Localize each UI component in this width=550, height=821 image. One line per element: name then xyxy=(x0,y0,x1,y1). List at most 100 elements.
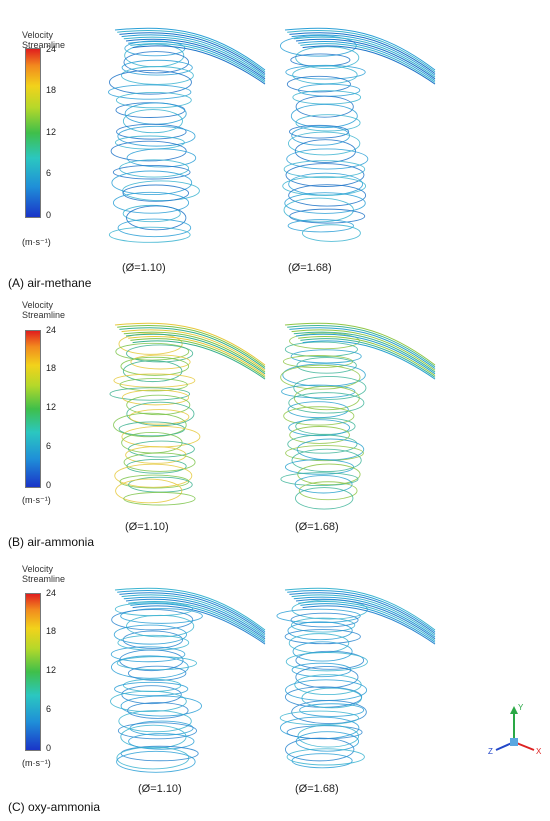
outlet-streamline xyxy=(300,338,436,378)
streamline-plot-right xyxy=(280,322,436,510)
streamline-loop xyxy=(126,394,191,416)
streamline-loop xyxy=(297,463,361,486)
outlet-streamline xyxy=(293,36,436,78)
streamline-loop xyxy=(287,219,354,233)
outlet-streamline xyxy=(125,38,266,80)
outlet-streamline xyxy=(298,335,436,376)
streamline-loop xyxy=(127,665,187,681)
streamline-loop xyxy=(120,695,202,717)
outlet-streamline xyxy=(123,331,266,373)
streamline-loop xyxy=(285,737,355,762)
z-axis-label: Z xyxy=(488,747,493,756)
streamline-loop xyxy=(291,700,367,725)
streamline-loop xyxy=(120,745,199,762)
tick-label: 18 xyxy=(46,363,57,373)
streamline-loop xyxy=(296,357,357,374)
streamline-loop xyxy=(122,109,183,134)
outlet-streamline xyxy=(293,596,436,638)
streamline-plot-left xyxy=(108,27,266,243)
streamline-loop xyxy=(298,481,358,501)
streamline-loop xyxy=(117,218,192,238)
streamline-loop xyxy=(290,612,359,628)
streamline-loop xyxy=(280,472,359,486)
streamline-loop xyxy=(116,750,196,773)
tick-label: 0 xyxy=(46,210,52,220)
streamline-loop xyxy=(291,599,368,620)
outlet-streamline xyxy=(302,45,436,85)
outlet-streamline xyxy=(284,322,436,366)
outlet-streamline xyxy=(132,45,266,85)
outlet-streamline xyxy=(300,43,436,83)
streamline-loop xyxy=(284,192,366,214)
streamline-loop xyxy=(295,46,360,70)
streamline-loop xyxy=(284,341,358,358)
streamline-loop xyxy=(121,66,194,85)
streamline-loop xyxy=(128,440,195,458)
tick-label: 24 xyxy=(46,325,57,335)
streamline-loop xyxy=(281,384,356,399)
streamline-loop xyxy=(118,333,183,355)
streamline-loop xyxy=(282,355,354,368)
streamline-loop xyxy=(109,387,191,401)
outlet-streamline xyxy=(114,322,266,366)
panel-c: Velocity Streamline 24 18 12 6 0 (m·s⁻¹)… xyxy=(0,560,550,821)
case-label-right: (Ø=1.68) xyxy=(288,262,332,274)
streamline-loop xyxy=(287,401,349,419)
streamline-loop xyxy=(295,731,360,752)
streamline-loop xyxy=(294,475,353,494)
streamline-loop xyxy=(287,434,358,454)
tick-label: 6 xyxy=(46,441,52,451)
outlet-streamline xyxy=(302,340,436,380)
tick-label: 12 xyxy=(46,127,57,137)
tick-label: 6 xyxy=(46,704,52,714)
streamline-loop xyxy=(125,446,187,464)
streamline-loop xyxy=(121,59,193,76)
axes-origin xyxy=(510,738,518,746)
outlet-streamline xyxy=(125,333,266,375)
streamline-loop xyxy=(126,614,195,638)
outlet-streamline xyxy=(295,598,436,640)
streamline-loop xyxy=(276,608,361,624)
streamline-loop xyxy=(113,373,196,388)
y-axis-head xyxy=(510,706,518,714)
streamline-loop xyxy=(288,419,351,437)
streamline-loop xyxy=(129,409,190,425)
streamline-loop xyxy=(126,148,197,168)
outlet-streamline xyxy=(121,594,266,636)
tick-label: 0 xyxy=(46,743,52,753)
streamline-loop xyxy=(289,208,366,224)
outlet-streamline xyxy=(132,605,266,645)
streamline-loop xyxy=(290,104,358,129)
outlet-streamline xyxy=(291,594,436,636)
streamline-loop xyxy=(110,646,186,663)
streamline-loop xyxy=(120,356,190,376)
outlet-streamline xyxy=(295,38,436,80)
streamline-loop xyxy=(115,342,190,361)
streamline-loop xyxy=(292,90,362,105)
case-label-left: (Ø=1.10) xyxy=(122,262,166,274)
outlet-streamline xyxy=(117,589,266,633)
streamline-loop xyxy=(128,733,195,750)
outlet-streamline xyxy=(289,32,436,74)
outlet-streamline xyxy=(291,329,436,371)
streamline-loop xyxy=(279,710,359,726)
legend-title: Velocity Streamline xyxy=(22,564,66,584)
streamline-loop xyxy=(295,650,365,670)
streamline-loop xyxy=(112,164,191,180)
streamline-loop xyxy=(126,205,187,231)
unit-label: (m·s⁻¹) xyxy=(22,495,51,505)
case-label-right: (Ø=1.68) xyxy=(295,783,339,795)
panel-label: (C) oxy-ammonia xyxy=(8,800,101,814)
tick-label: 12 xyxy=(46,665,57,675)
streamline-loop xyxy=(108,226,191,243)
streamline-loop xyxy=(123,491,196,506)
streamline-loop xyxy=(285,445,364,462)
outlet-streamline xyxy=(302,605,436,645)
streamline-loop xyxy=(120,608,203,624)
case-label-left: (Ø=1.10) xyxy=(138,783,182,795)
outlet-streamline xyxy=(291,34,436,76)
streamline-loop xyxy=(126,459,187,474)
streamline-loop xyxy=(299,703,365,717)
axes-triad: Y X Z xyxy=(488,703,542,756)
streamline-loop xyxy=(116,746,190,770)
